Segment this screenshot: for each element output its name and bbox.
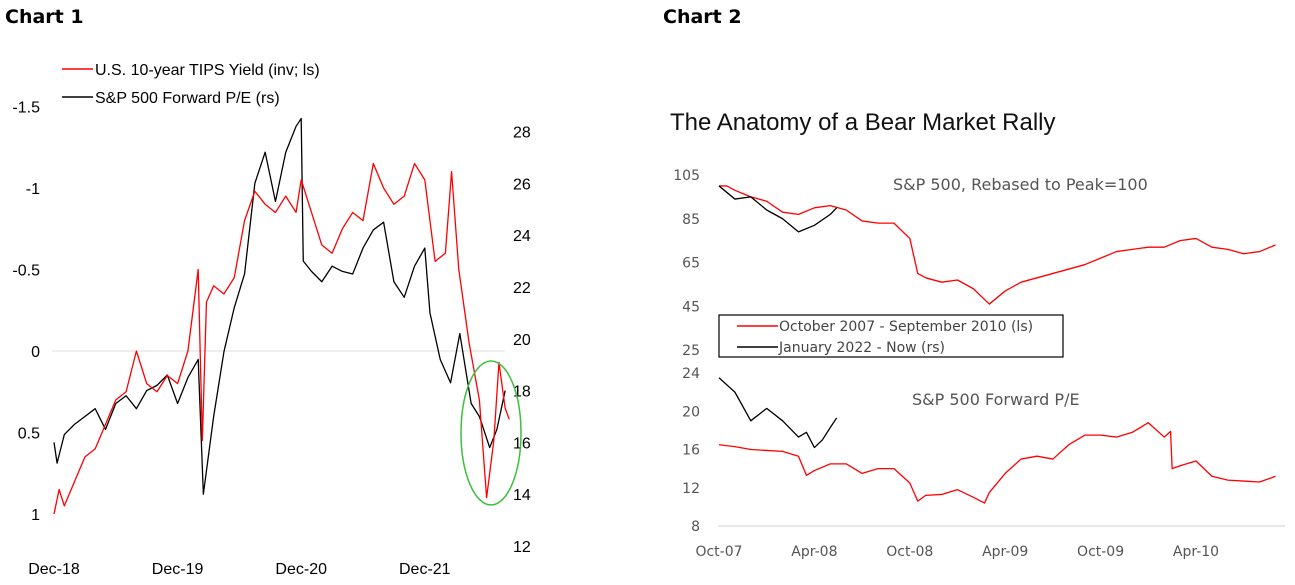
panel-subtitle: S&P 500 Forward P/E bbox=[912, 390, 1080, 409]
left-axis-tick: -0.5 bbox=[12, 263, 40, 280]
left-axis-tick: -1 bbox=[26, 181, 40, 198]
chart1-heading: Chart 1 bbox=[5, 6, 84, 28]
tips-yield-series-line bbox=[53, 162, 510, 515]
legend-label: U.S. 10-year TIPS Yield (inv; ls) bbox=[95, 62, 320, 79]
x-axis-tick: Apr-10 bbox=[1173, 544, 1219, 560]
axis-tick-top: 105 bbox=[673, 168, 700, 184]
panel-subtitle: S&P 500, Rebased to Peak=100 bbox=[893, 175, 1148, 194]
right-axis-tick: 20 bbox=[513, 332, 531, 349]
chart-title: The Anatomy of a Bear Market Rally bbox=[670, 109, 1056, 136]
chart2-heading: Chart 2 bbox=[663, 6, 742, 28]
right-axis-tick: 16 bbox=[513, 435, 531, 452]
index-2007-series-line bbox=[719, 185, 1276, 305]
left-axis-tick: -1.5 bbox=[12, 100, 40, 117]
axis-tick-bottom: 12 bbox=[682, 481, 700, 497]
right-axis-tick: 14 bbox=[513, 487, 531, 504]
right-axis-tick: 12 bbox=[513, 539, 531, 556]
axis-tick-top: 45 bbox=[682, 299, 700, 315]
axis-tick-top: 65 bbox=[682, 256, 700, 272]
x-axis-tick: Apr-08 bbox=[791, 544, 837, 560]
legend-label: October 2007 - September 2010 (ls) bbox=[779, 319, 1033, 335]
left-axis-tick: 1 bbox=[31, 507, 40, 524]
x-axis-tick: Oct-09 bbox=[1077, 544, 1124, 560]
axis-tick-bottom: 8 bbox=[691, 519, 700, 535]
axis-tick-bottom: 16 bbox=[682, 443, 700, 459]
x-axis-tick: Oct-07 bbox=[695, 544, 742, 560]
axis-tick-bottom: 20 bbox=[682, 404, 700, 420]
axis-tick-bottom: 24 bbox=[682, 366, 700, 382]
x-axis-tick: Dec-18 bbox=[28, 561, 80, 578]
axis-tick-top: 85 bbox=[682, 212, 700, 228]
pe-series-line bbox=[53, 117, 506, 495]
right-axis-tick: 22 bbox=[513, 280, 531, 297]
axis-tick-top: 25 bbox=[682, 343, 700, 359]
legend-label: January 2022 - Now (rs) bbox=[778, 340, 945, 356]
legend-label: S&P 500 Forward P/E (rs) bbox=[95, 90, 280, 107]
right-axis-tick: 24 bbox=[513, 228, 531, 245]
x-axis-tick: Oct-08 bbox=[886, 544, 933, 560]
left-axis-tick: 0 bbox=[31, 344, 40, 361]
x-axis-tick: Apr-09 bbox=[982, 544, 1028, 560]
right-axis-tick: 26 bbox=[513, 176, 531, 193]
index-2022-series-line bbox=[718, 185, 838, 233]
pe-2007-series-line bbox=[718, 422, 1276, 504]
highlight-ellipse bbox=[460, 360, 522, 506]
x-axis-tick: Dec-20 bbox=[275, 561, 327, 578]
right-axis-tick: 28 bbox=[513, 125, 531, 142]
pe-2022-series-line bbox=[718, 377, 838, 449]
x-axis-tick: Dec-21 bbox=[399, 561, 451, 578]
x-axis-tick: Dec-19 bbox=[152, 561, 204, 578]
left-axis-tick: 0.5 bbox=[18, 426, 40, 443]
legend-box bbox=[718, 314, 1064, 358]
